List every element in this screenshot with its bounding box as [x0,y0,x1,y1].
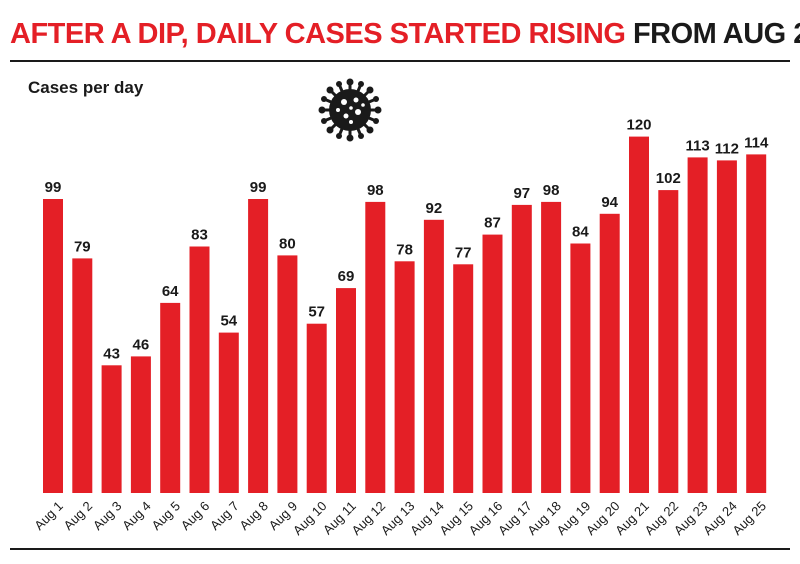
data-label: 46 [133,336,150,353]
data-label: 98 [367,182,384,199]
data-label: 84 [572,224,589,241]
data-label: 99 [45,179,62,196]
data-label: 69 [338,268,355,285]
bar-aug-13 [394,261,415,493]
data-label: 78 [396,241,413,258]
data-label: 114 [744,134,769,151]
bar-aug-14 [423,219,444,494]
bar-aug-12 [365,201,386,493]
x-tick-label: Aug 4 [119,498,154,533]
bar-aug-25 [746,154,767,493]
data-label: 102 [656,170,681,187]
data-label: 77 [455,244,472,261]
bar-aug-22 [658,190,679,493]
x-tick-label: Aug 10 [290,498,330,538]
x-tick-label: Aug 25 [729,498,769,538]
bar-aug-7 [218,332,239,493]
bar-aug-2 [72,258,93,493]
bar-aug-20 [599,213,620,494]
bar-aug-15 [453,264,474,493]
bar-aug-8 [248,199,269,493]
bar-aug-6 [189,246,210,493]
bar-aug-24 [716,160,737,493]
data-label: 54 [220,313,237,330]
bar-aug-5 [160,302,181,493]
bar-aug-4 [130,356,151,493]
bar-aug-3 [101,365,122,493]
bar-aug-11 [336,288,356,493]
bar-aug-10 [306,323,327,493]
data-label: 80 [279,235,296,252]
data-label: 83 [191,227,208,244]
virus-icon [318,78,382,142]
x-tick-label: Aug 8 [236,498,271,533]
bar-aug-1 [43,199,63,493]
data-label: 87 [484,215,501,232]
bar-aug-16 [482,234,503,493]
x-tick-label: Aug 3 [90,498,125,533]
y-axis-label: Cases per day [28,78,144,97]
chart-title: AFTER A DIP, DAILY CASES STARTED RISING … [10,14,800,54]
title-highlight: AFTER A DIP, DAILY CASES STARTED RISING [10,18,626,50]
data-label: 112 [715,140,739,157]
x-tick-label: Aug 5 [148,498,183,533]
data-label: 97 [513,185,530,202]
data-label: 64 [162,283,179,300]
data-label: 94 [601,194,618,211]
data-label: 98 [543,182,560,199]
x-tick-label: Aug 1 [31,498,66,533]
data-label: 113 [685,137,709,154]
bar-aug-9 [277,255,298,493]
title-rest: FROM AUG 21 [632,18,800,50]
data-label: 79 [74,238,91,255]
bar-aug-21 [629,136,649,493]
data-label: 43 [103,345,120,362]
bar-aug-19 [570,243,591,493]
x-tick-label: Aug 6 [178,498,213,533]
chart-frame [10,60,790,550]
data-label: 120 [626,117,651,134]
x-tick-label: Aug 2 [61,498,96,533]
bar-aug-18 [541,201,562,493]
data-label: 99 [250,179,267,196]
bar-aug-17 [511,204,532,493]
x-tick-label: Aug 7 [207,498,242,533]
data-label: 92 [426,200,443,217]
data-label: 57 [308,304,325,321]
bar-aug-23 [687,157,708,493]
